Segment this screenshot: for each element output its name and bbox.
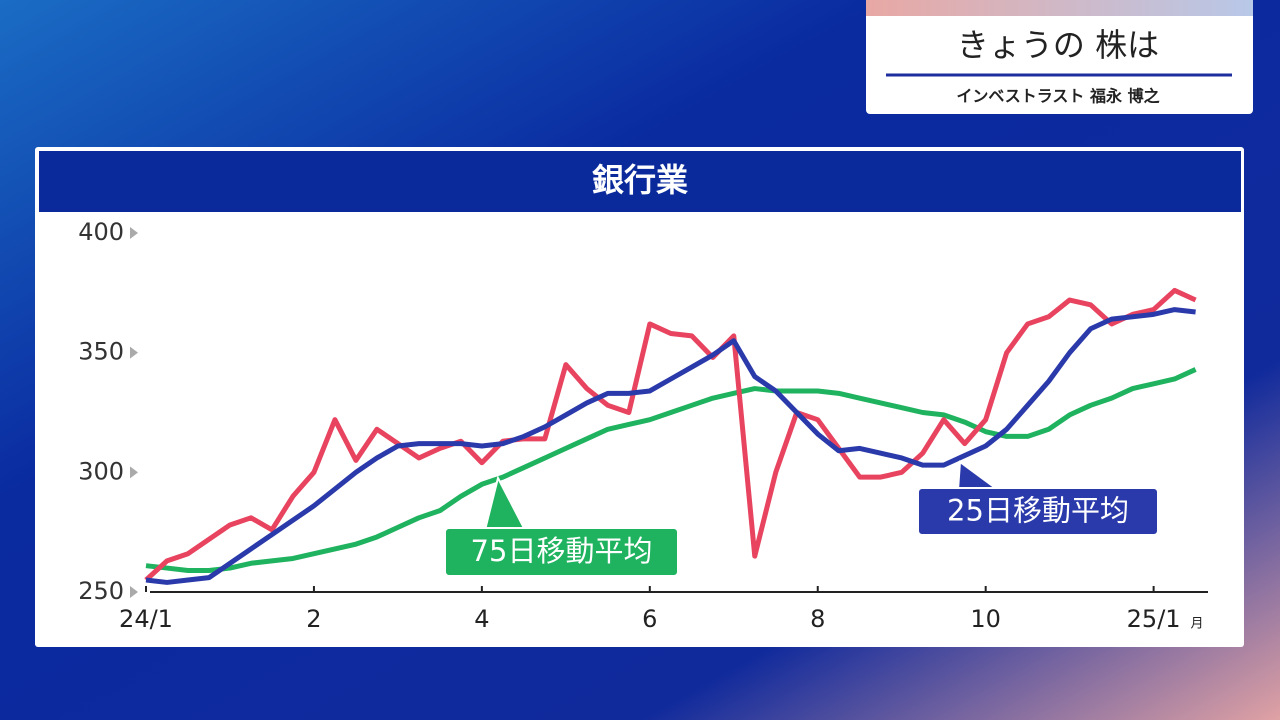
y-tick-label: 350: [78, 338, 124, 366]
legend-box: [917, 487, 1159, 536]
y-tick-label: 400: [78, 218, 124, 246]
x-tick-label: 24/1: [119, 605, 173, 633]
header-title: きょうの 株は: [957, 26, 1159, 64]
y-tick-arrow: [130, 466, 138, 479]
y-tick-arrow: [130, 346, 138, 359]
x-unit: 月: [1190, 617, 1203, 632]
x-tick-label: 8: [810, 605, 825, 633]
x-tick-label: 10: [970, 605, 1001, 633]
x-tick-label: 25/1: [1127, 605, 1181, 633]
legend-box: [444, 527, 679, 577]
x-tick-label: 2: [306, 605, 321, 633]
chart-title: 銀行業: [592, 161, 688, 199]
header-panel: [866, 0, 1253, 114]
y-tick-label: 300: [78, 457, 124, 485]
data-line: [145, 307, 1196, 585]
chart-title-band: [39, 151, 1241, 212]
header-strip: [866, 0, 1253, 16]
data-line: [145, 367, 1197, 573]
x-tick-label: 6: [642, 605, 657, 633]
x-tick-label: 4: [474, 605, 489, 633]
legend-label: 75日移動平均: [471, 534, 653, 568]
y-tick-label: 250: [78, 577, 124, 605]
y-tick-arrow: [130, 586, 138, 598]
y-tick-arrow: [130, 227, 138, 239]
legend-label: 25日移動平均: [947, 494, 1129, 528]
data-line: [144, 287, 1197, 582]
header-subtitle: インベストラスト 福永 博之: [956, 87, 1159, 106]
